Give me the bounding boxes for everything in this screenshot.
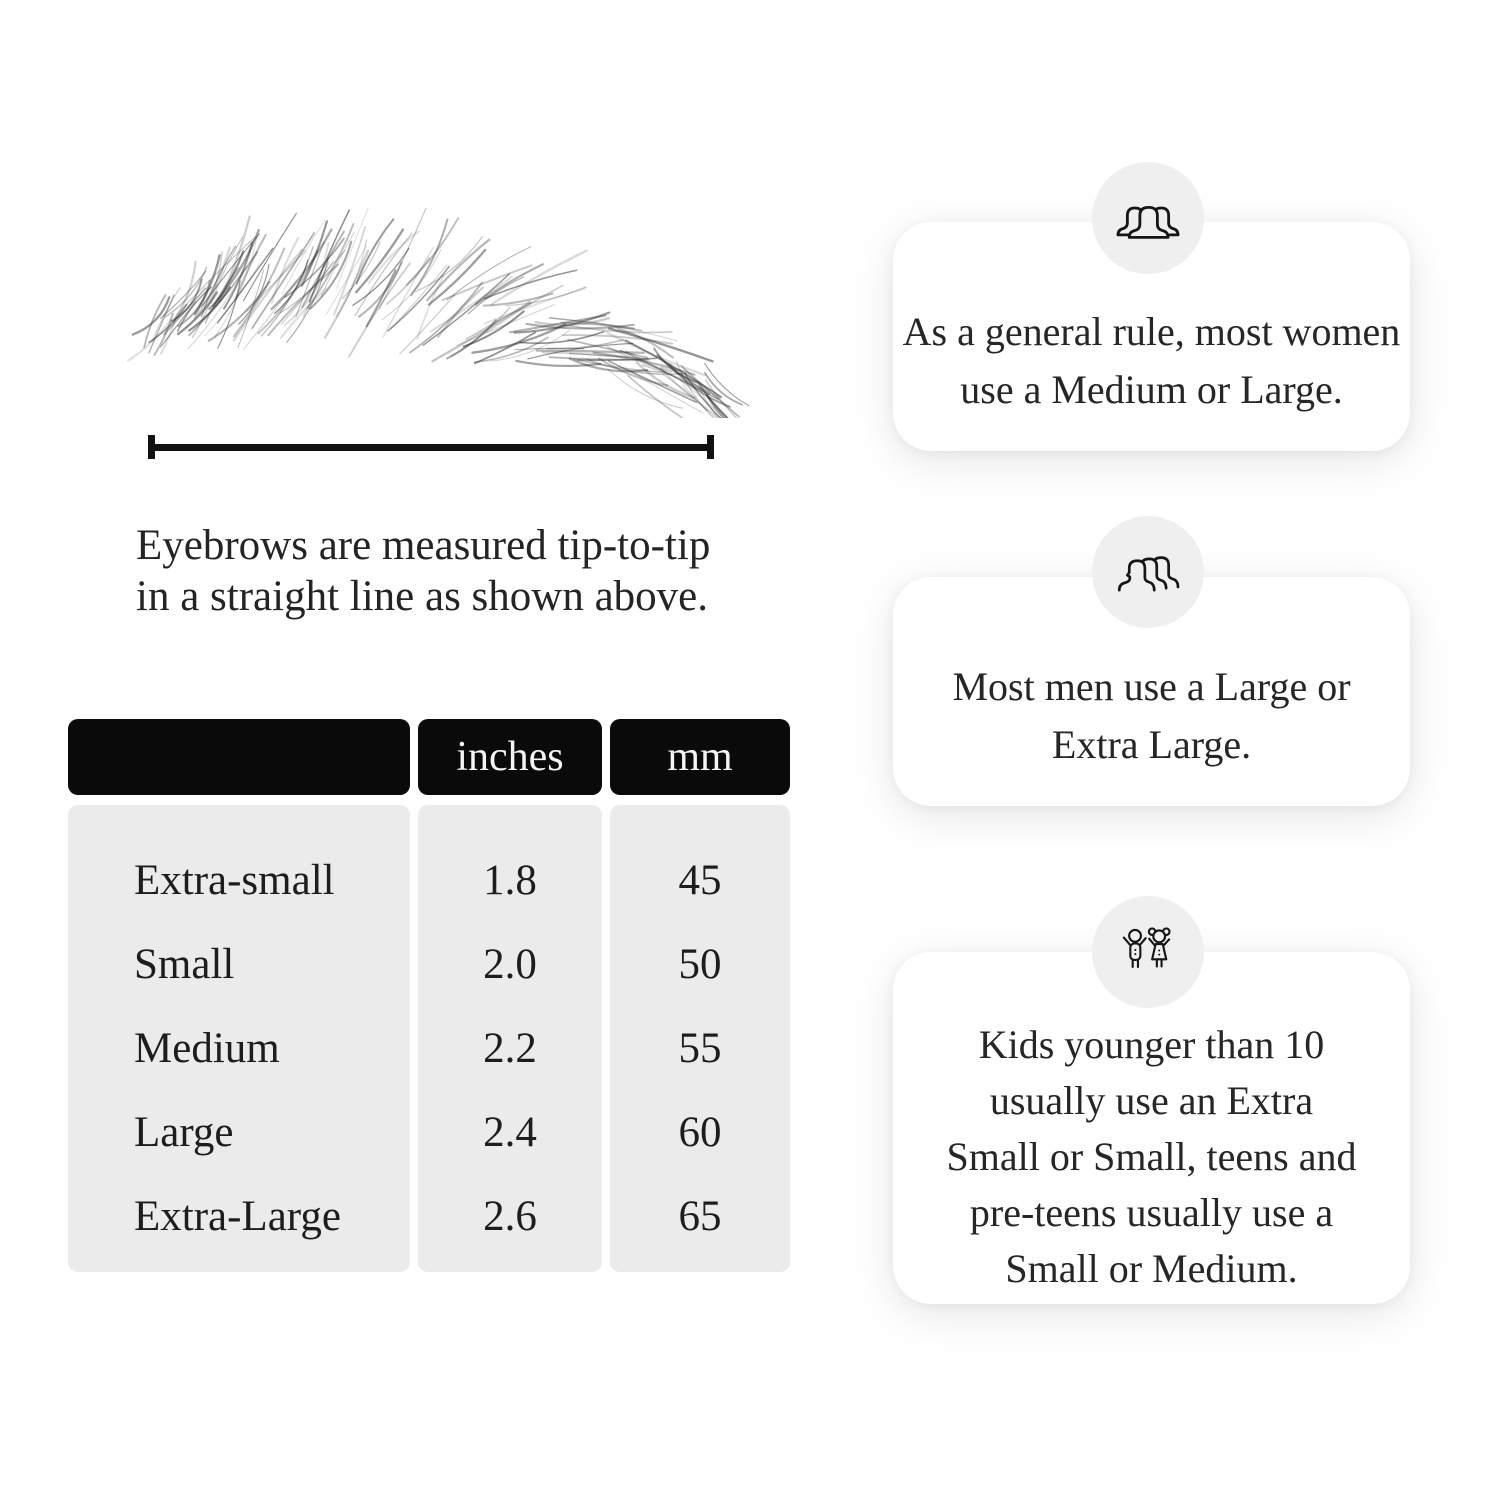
card-men: Most men use a Large or Extra Large. [893, 577, 1410, 806]
table-row-label: Extra-Large [134, 1192, 341, 1240]
table-body-mm: 45 50 55 60 65 [610, 805, 790, 1272]
card-kids-text: Kids younger than 10 usually use an Extr… [946, 1022, 1357, 1291]
men-icon-badge [1092, 516, 1204, 628]
table-row-label: Large [134, 1108, 234, 1156]
table-cell-mm: 55 [678, 1024, 722, 1072]
table-cell-inches: 2.0 [483, 940, 537, 988]
table-cell-mm: 50 [678, 940, 722, 988]
table-cell-mm: 65 [678, 1192, 722, 1240]
table-cell-mm: 60 [678, 1108, 722, 1156]
table-cell-mm: 45 [678, 856, 722, 904]
measure-bar [151, 444, 711, 451]
table-header-mm: mm [610, 719, 790, 795]
card-women-text: As a general rule, most women use a Medi… [902, 308, 1401, 412]
table-cell-inches: 2.2 [483, 1024, 537, 1072]
measurement-caption: Eyebrows are measured tip-to-tip in a st… [136, 522, 711, 620]
table-cell-inches: 1.8 [483, 856, 537, 904]
table-column-inches: inches 1.8 2.0 2.2 2.4 2.6 [418, 719, 602, 1272]
men-group-icon [1117, 556, 1180, 592]
card-kids: Kids younger than 10 usually use an Extr… [893, 952, 1410, 1304]
women-icon-badge [1092, 162, 1204, 274]
table-header-size [68, 719, 410, 795]
table-column-mm: mm 45 50 55 60 65 [610, 719, 790, 1272]
measurement-line [148, 435, 714, 459]
card-women: As a general rule, most women use a Medi… [893, 222, 1410, 451]
table-body-inches: 1.8 2.0 2.2 2.4 2.6 [418, 805, 602, 1272]
kids-icon-badge [1092, 896, 1204, 1008]
table-cell-inches: 2.6 [483, 1192, 537, 1240]
card-men-text: Most men use a Large or Extra Large. [952, 663, 1351, 767]
kids-icon [1122, 927, 1171, 969]
table-body-size: Extra-small Small Medium Large Extra-Lar… [68, 805, 410, 1272]
table-column-size: Extra-small Small Medium Large Extra-Lar… [68, 719, 410, 1272]
table-header-inches: inches [418, 719, 602, 795]
eyebrow-illustration [127, 208, 750, 418]
table-row-label: Small [134, 940, 235, 988]
table-cell-inches: 2.4 [483, 1108, 537, 1156]
table-row-label: Medium [134, 1024, 280, 1072]
table-row-label: Extra-small [134, 856, 335, 904]
women-group-icon [1116, 205, 1180, 239]
